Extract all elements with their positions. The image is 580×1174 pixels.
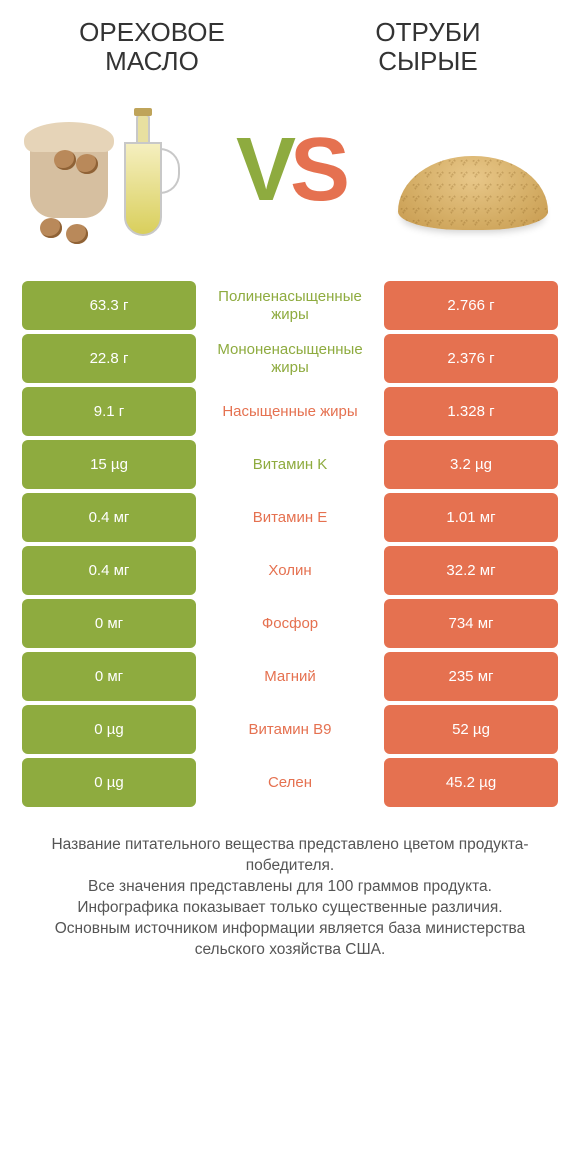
table-row: 0.4 мгВитамин E1.01 мг — [22, 493, 558, 542]
footnote: Название питательного вещества представл… — [22, 835, 558, 961]
table-row: 0 µgСелен45.2 µg — [22, 758, 558, 807]
vs-v: V — [236, 120, 290, 220]
nutrient-label: Полиненасыщенные жиры — [200, 281, 380, 330]
infographic-root: ОРЕХОВОЕ МАСЛО ОТРУБИ СЫРЫЕ VS 63.3 гПол… — [0, 0, 580, 961]
footnote-line3: Инфографика показывает только существенн… — [34, 898, 546, 919]
value-right: 2.766 г — [384, 281, 558, 330]
product-right-title-line1: ОТРУБИ — [298, 18, 558, 47]
product-right-title: ОТРУБИ СЫРЫЕ — [298, 18, 558, 75]
product-left-title: ОРЕХОВОЕ МАСЛО — [22, 18, 282, 75]
product-right-title-line2: СЫРЫЕ — [298, 47, 558, 76]
table-row: 0 µgВитамин B952 µg — [22, 705, 558, 754]
table-row: 0.4 мгХолин32.2 мг — [22, 546, 558, 595]
value-left: 63.3 г — [22, 281, 196, 330]
value-left: 0 µg — [22, 758, 196, 807]
nutrient-label: Витамин K — [200, 440, 380, 489]
nutrient-label: Магний — [200, 652, 380, 701]
titles-row: ОРЕХОВОЕ МАСЛО ОТРУБИ СЫРЫЕ — [22, 18, 558, 75]
value-right: 1.01 мг — [384, 493, 558, 542]
value-right: 52 µg — [384, 705, 558, 754]
value-left: 15 µg — [22, 440, 196, 489]
table-row: 63.3 гПолиненасыщенные жиры2.766 г — [22, 281, 558, 330]
table-row: 15 µgВитамин K3.2 µg — [22, 440, 558, 489]
value-right: 235 мг — [384, 652, 558, 701]
value-right: 2.376 г — [384, 334, 558, 383]
value-left: 9.1 г — [22, 387, 196, 436]
nutrient-label: Насыщенные жиры — [200, 387, 380, 436]
product-left-image — [22, 100, 202, 240]
nutrient-label: Селен — [200, 758, 380, 807]
table-row: 0 мгМагний235 мг — [22, 652, 558, 701]
nutrient-label: Витамин E — [200, 493, 380, 542]
value-left: 0 мг — [22, 599, 196, 648]
comparison-table: 63.3 гПолиненасыщенные жиры2.766 г22.8 г… — [22, 281, 558, 807]
table-row: 22.8 гМононенасыщенные жиры2.376 г — [22, 334, 558, 383]
value-right: 734 мг — [384, 599, 558, 648]
footnote-line1: Название питательного вещества представл… — [34, 835, 546, 877]
table-row: 9.1 гНасыщенные жиры1.328 г — [22, 387, 558, 436]
footnote-line4: Основным источником информации является … — [34, 919, 546, 961]
value-right: 3.2 µg — [384, 440, 558, 489]
value-right: 32.2 мг — [384, 546, 558, 595]
product-right-image — [378, 100, 558, 240]
product-left-title-line1: ОРЕХОВОЕ — [22, 18, 282, 47]
footnote-line2: Все значения представлены для 100 граммо… — [34, 877, 546, 898]
value-left: 0 µg — [22, 705, 196, 754]
vs-label: VS — [236, 125, 344, 215]
value-left: 0.4 мг — [22, 493, 196, 542]
nutrient-label: Витамин B9 — [200, 705, 380, 754]
value-left: 22.8 г — [22, 334, 196, 383]
vs-s: S — [290, 120, 344, 220]
value-left: 0 мг — [22, 652, 196, 701]
product-left-title-line2: МАСЛО — [22, 47, 282, 76]
value-right: 45.2 µg — [384, 758, 558, 807]
table-row: 0 мгФосфор734 мг — [22, 599, 558, 648]
hero-row: VS — [22, 95, 558, 245]
nutrient-label: Холин — [200, 546, 380, 595]
nutrient-label: Мононенасыщенные жиры — [200, 334, 380, 383]
value-right: 1.328 г — [384, 387, 558, 436]
nutrient-label: Фосфор — [200, 599, 380, 648]
value-left: 0.4 мг — [22, 546, 196, 595]
